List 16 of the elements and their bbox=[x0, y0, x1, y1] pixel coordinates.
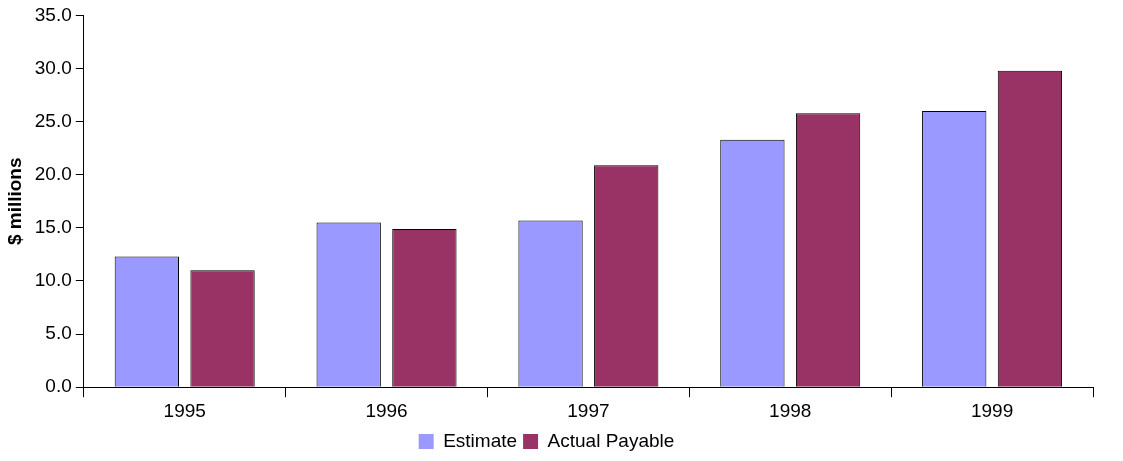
y-tick-label: 30.0 bbox=[34, 56, 72, 78]
x-tick-label: 1997 bbox=[567, 399, 610, 421]
x-tick-label: 1999 bbox=[970, 399, 1014, 421]
x-tick-label: 1995 bbox=[163, 399, 206, 421]
y-tick-label: 35.0 bbox=[34, 3, 72, 25]
y-tick-label: 15.0 bbox=[34, 216, 72, 238]
legend-label: Actual Payable bbox=[547, 429, 675, 451]
y-tick-label: 10.0 bbox=[34, 269, 72, 291]
y-axis-title: $ millions bbox=[3, 157, 25, 246]
x-tick-label: 1996 bbox=[365, 399, 408, 421]
x-tick-label: 1998 bbox=[769, 399, 812, 421]
y-tick-label: 20.0 bbox=[34, 162, 72, 184]
y-tick-label: 5.0 bbox=[45, 322, 72, 344]
y-tick-label: 25.0 bbox=[34, 109, 72, 131]
y-tick-label: 0.0 bbox=[45, 375, 72, 397]
legend-label: Estimate bbox=[443, 429, 518, 451]
